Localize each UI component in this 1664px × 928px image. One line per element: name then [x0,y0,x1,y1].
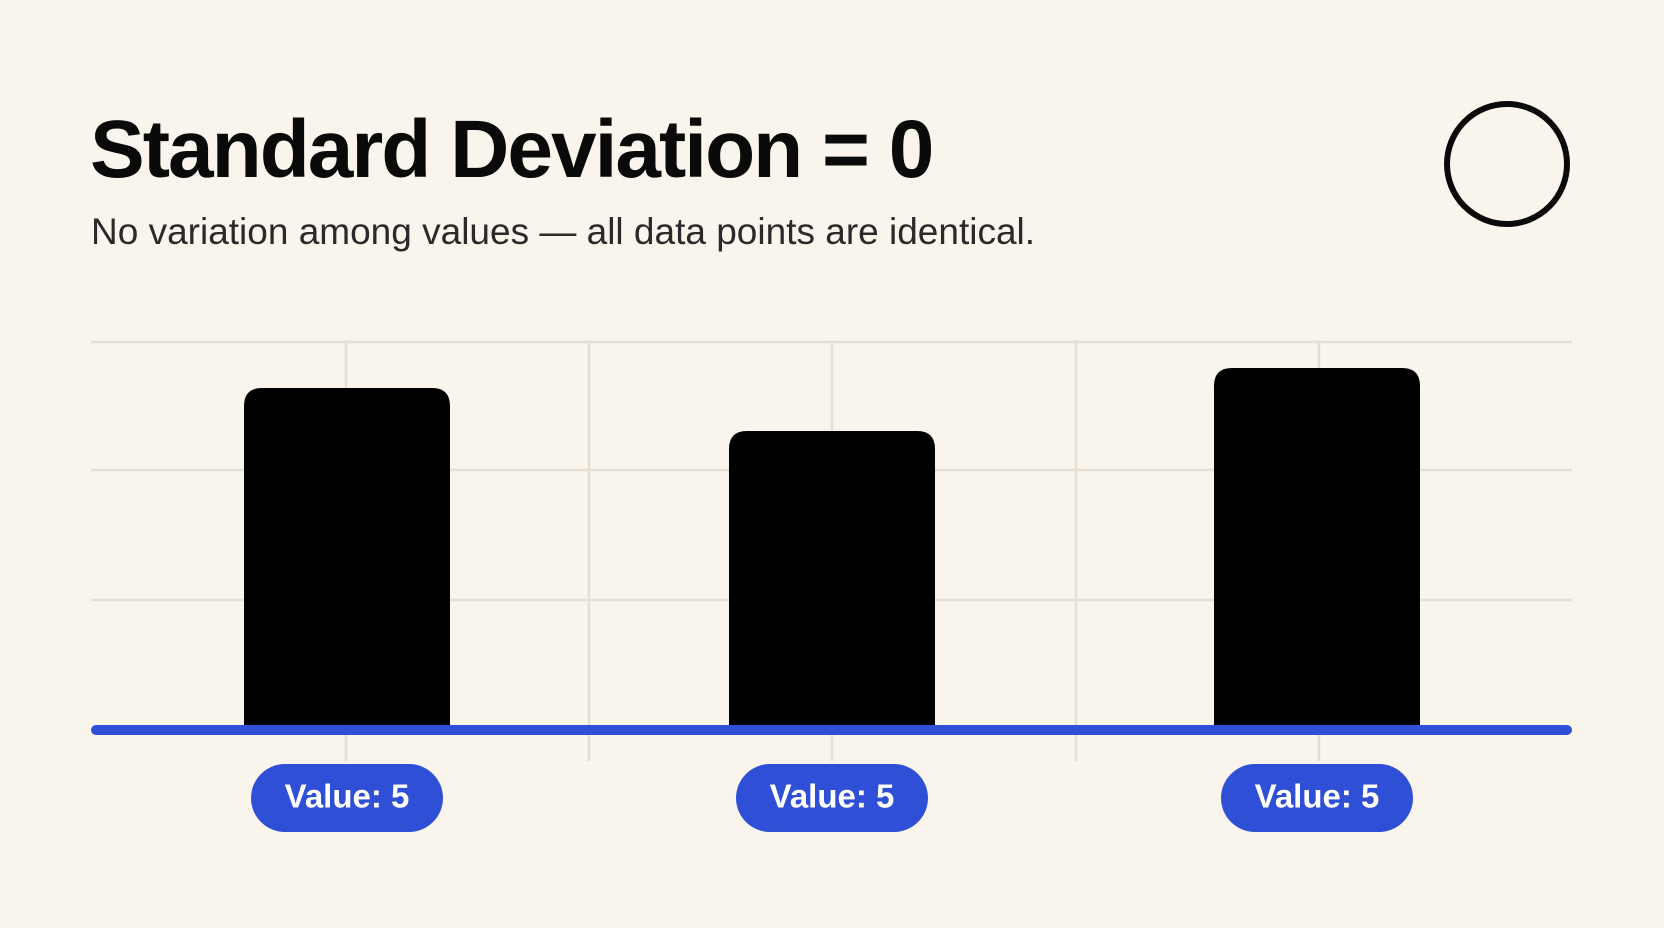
subtitle: No variation among values — all data poi… [91,211,1035,252]
value-label: Value: 5 [1255,778,1380,815]
labels: Value: 5 Value: 5 Value: 5 [251,764,1413,832]
circle-icon [1444,101,1570,227]
label-pill [251,764,443,832]
bar [1214,368,1420,730]
label-pill [736,764,928,832]
bar [729,431,935,730]
label-pill [1221,764,1413,832]
title: Standard Deviation = 0 [90,104,932,195]
value-label: Value: 5 [285,778,410,815]
bar [244,388,450,730]
value-label: Value: 5 [770,778,895,815]
